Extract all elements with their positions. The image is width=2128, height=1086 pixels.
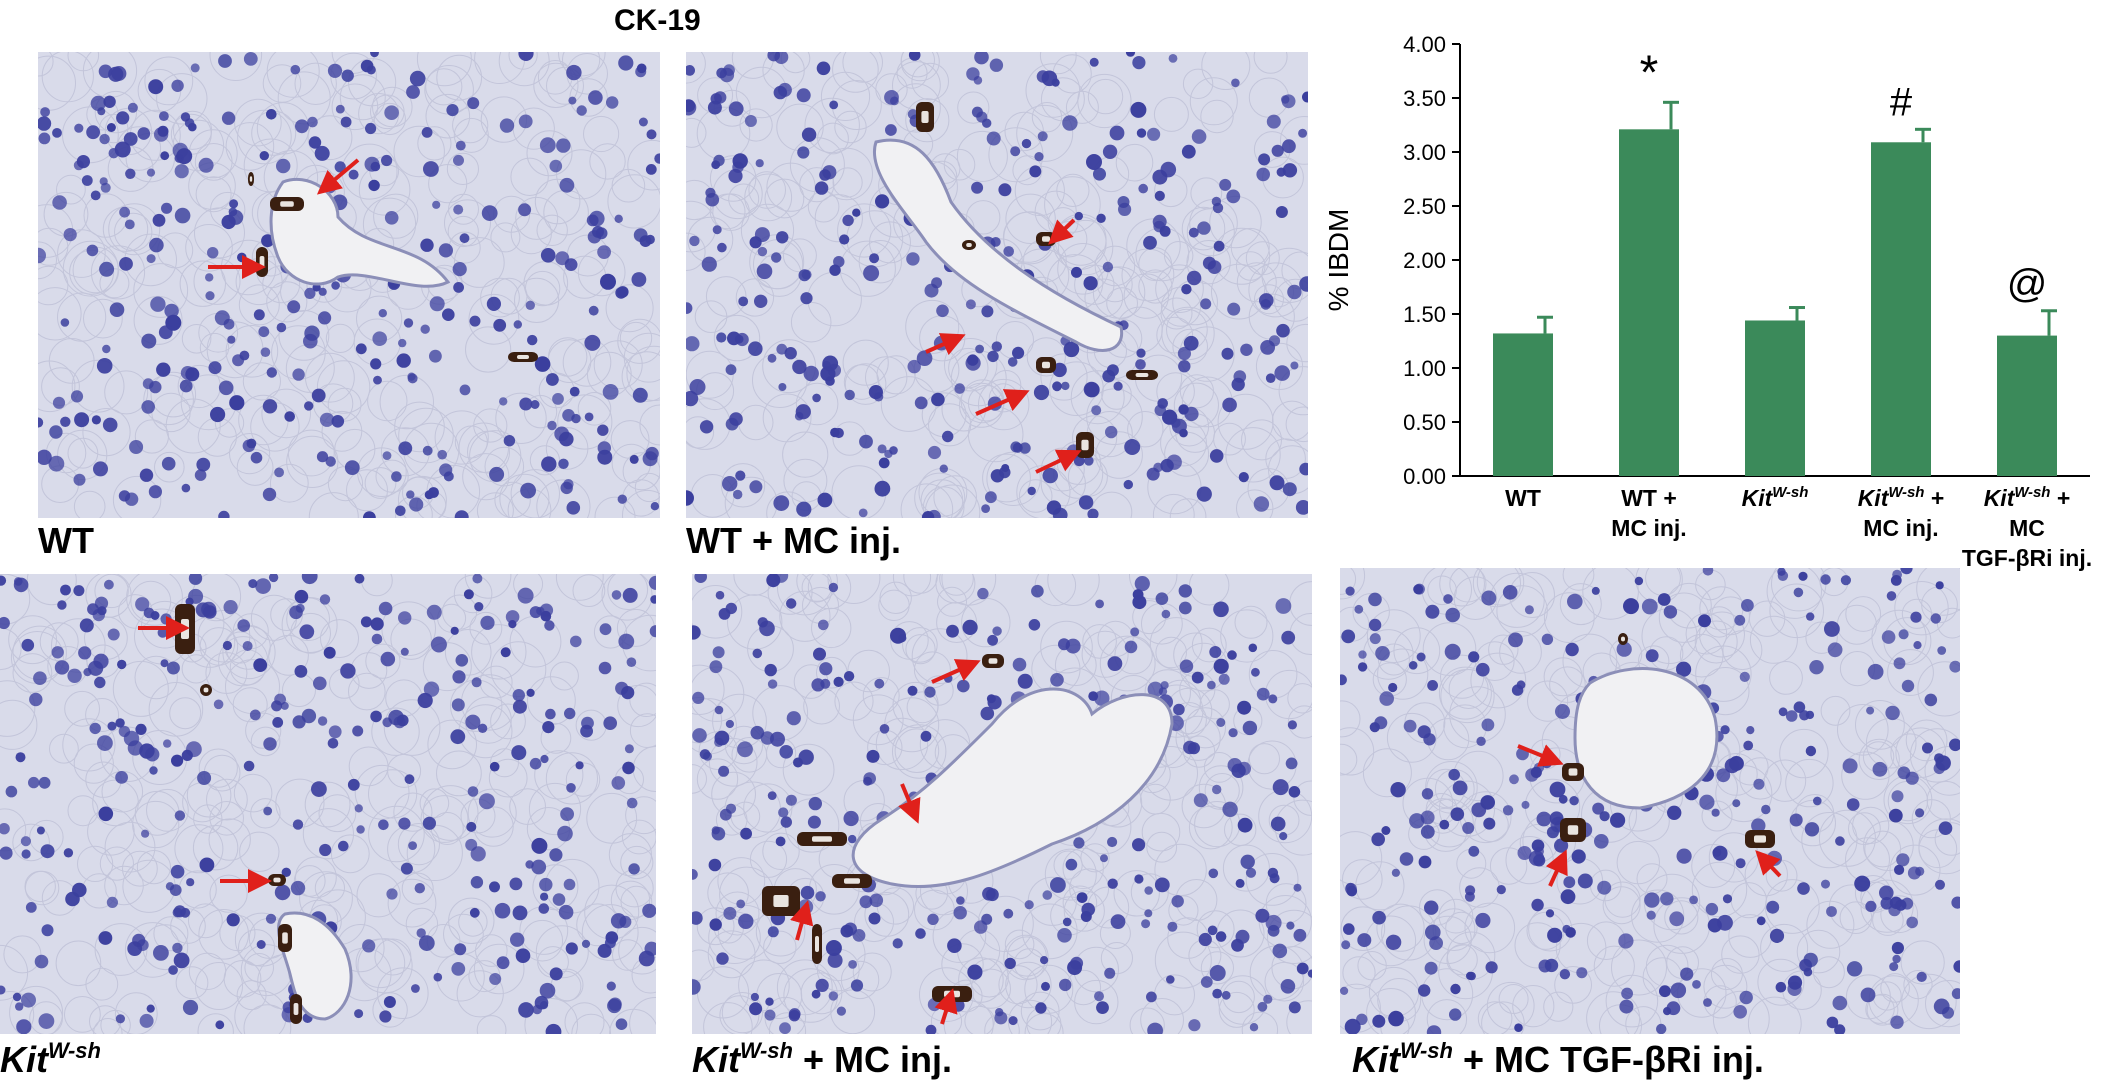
x-tick-label-4: MC: [2009, 515, 2045, 541]
x-tick-label-1: WT +: [1621, 485, 1677, 511]
significance-mark-1: *: [1640, 46, 1659, 99]
y-tick-label: 3.00: [1403, 140, 1446, 165]
x-tick-label-3: KitW-sh +: [1858, 484, 1945, 511]
significance-mark-4: @: [2007, 262, 2048, 306]
caption-wt: WT: [38, 520, 94, 562]
significance-mark-3: #: [1890, 80, 1913, 124]
micrograph-kit-mc: [692, 574, 1312, 1034]
caption-kit-text: Kit: [0, 1039, 48, 1080]
y-tick-label: 1.50: [1403, 302, 1446, 327]
x-tick-label-4: TGF-βRi inj.: [1962, 545, 2092, 571]
caption-wt-mc-text: WT + MC inj.: [686, 520, 901, 561]
x-tick-label-1: MC inj.: [1611, 515, 1686, 541]
caption-wt-text: WT: [38, 520, 94, 561]
micrograph-wt-mc: [686, 52, 1308, 518]
caption-kit-mc: KitW-sh + MC inj.: [692, 1038, 952, 1081]
bar-4: [1997, 335, 2057, 476]
x-tick-label-0: WT: [1505, 485, 1541, 511]
x-tick-label-2: KitW-sh: [1742, 484, 1809, 511]
y-tick-label: 3.50: [1403, 86, 1446, 111]
bar-2: [1745, 320, 1805, 476]
caption-kit-mc-tgf-sup: W-sh: [1400, 1038, 1453, 1063]
caption-kit-mc-tgf-text: Kit: [1352, 1039, 1400, 1080]
y-axis-label: % IBDM: [1323, 209, 1354, 312]
y-tick-label: 0.50: [1403, 410, 1446, 435]
x-tick-label-3: MC inj.: [1863, 515, 1938, 541]
caption-kit-mc-tgf-rest: + MC TGF-βRi inj.: [1452, 1039, 1764, 1080]
ibdm-bar-chart: 0.00 0.50 1.00 1.50 2.00 2.50 3.00 3.50 4.00 % IB…: [1323, 32, 2092, 571]
caption-kit-mc-text: Kit: [692, 1039, 740, 1080]
caption-kit-mc-rest: + MC inj.: [792, 1039, 952, 1080]
figure-title: CK-19: [614, 4, 701, 37]
y-tick-label: 2.00: [1403, 248, 1446, 273]
caption-kit-mc-sup: W-sh: [740, 1038, 793, 1063]
micrograph-wt: [38, 52, 660, 518]
caption-kit: KitW-sh: [0, 1038, 101, 1081]
y-tick-label: 0.00: [1403, 464, 1446, 489]
caption-wt-mc: WT + MC inj.: [686, 520, 901, 562]
bar-3: [1871, 142, 1931, 476]
x-tick-label-4: KitW-sh +: [1984, 484, 2071, 511]
bar-1: [1619, 129, 1679, 476]
caption-kit-sup: W-sh: [48, 1038, 101, 1063]
caption-kit-mc-tgf: KitW-sh + MC TGF-βRi inj.: [1352, 1038, 1764, 1081]
micrograph-kit-mc-tgf: [1340, 568, 1960, 1034]
y-tick-label: 2.50: [1403, 194, 1446, 219]
y-tick-label: 4.00: [1403, 32, 1446, 57]
bar-0: [1493, 333, 1553, 476]
micrograph-kit: [0, 574, 656, 1034]
y-tick-label: 1.00: [1403, 356, 1446, 381]
